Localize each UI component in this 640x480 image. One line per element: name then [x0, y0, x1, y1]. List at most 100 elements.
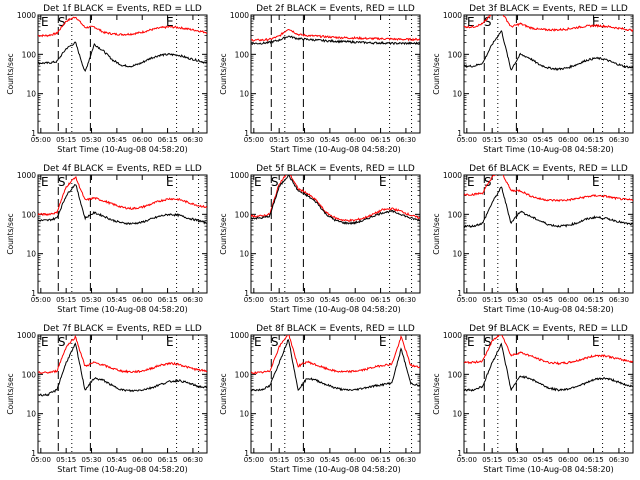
detector-panel: Det 9f BLACK = Events, RED = LLD 1 10 100 10… [432, 324, 634, 474]
event-marker-label: E [379, 175, 387, 189]
x-tick-label: 05:45 [107, 456, 127, 464]
events-series-line [464, 342, 633, 392]
y-tick-label: 100 [22, 370, 37, 379]
lld-series-line [251, 175, 420, 222]
x-tick-label: 05:15 [56, 136, 76, 144]
y-tick-label: 10 [239, 250, 249, 259]
x-axis-label: Start Time (10-Aug-08 04:58:20) [57, 305, 188, 314]
lld-series-line [251, 335, 420, 375]
events-series-line [38, 342, 207, 397]
lld-series-line [38, 176, 207, 217]
x-axis-label: Start Time (10-Aug-08 04:58:20) [483, 145, 614, 154]
x-tick-label: 06:30 [609, 136, 629, 144]
detector-panel: Det 2f BLACK = Events, RED = LLD 1 10 100 10… [219, 4, 421, 154]
y-tick-label: 100 [448, 50, 463, 59]
panel-title: Det 2f BLACK = Events, RED = LLD [256, 4, 415, 14]
x-tick-label: 06:00 [345, 456, 365, 464]
x-axis-label: Start Time (10-Aug-08 04:58:20) [270, 465, 401, 474]
x-tick-label: 05:30 [294, 136, 314, 144]
x-tick-label: 06:00 [345, 136, 365, 144]
panel-title: Det 1f BLACK = Events, RED = LLD [43, 4, 202, 14]
x-tick-label: 06:30 [183, 456, 203, 464]
x-tick-label: 06:30 [396, 456, 416, 464]
panel-title: Det 7f BLACK = Events, RED = LLD [43, 324, 202, 334]
lld-series-line [464, 335, 633, 366]
y-tick-label: 10 [26, 90, 36, 99]
x-tick-label: 06:00 [132, 456, 152, 464]
y-axis-label: Counts/sec [6, 213, 15, 254]
detector-panel: Det 7f BLACK = Events, RED = LLD 1 10 100 10… [6, 324, 208, 474]
detector-panel: Det 1f BLACK = Events, RED = LLD 1 10 100 10… [6, 4, 208, 154]
panel-title: Det 5f BLACK = Events, RED = LLD [256, 164, 415, 174]
events-series-line [251, 175, 420, 225]
y-tick-label: 1000 [230, 11, 249, 20]
y-axis-label: Counts/sec [6, 53, 15, 94]
x-tick-label: 05:30 [81, 296, 101, 304]
detector-panel: Det 3f BLACK = Events, RED = LLD 1 10 100 10… [432, 4, 634, 154]
x-tick-label: 06:30 [183, 136, 203, 144]
x-tick-label: 06:00 [345, 296, 365, 304]
lld-series-line [38, 16, 207, 38]
panel-title: Det 3f BLACK = Events, RED = LLD [469, 4, 628, 14]
y-tick-label: 1 [457, 129, 462, 138]
y-tick-label: 10 [239, 90, 249, 99]
x-tick-label: 05:00 [457, 136, 477, 144]
panel-title: Det 9f BLACK = Events, RED = LLD [469, 324, 628, 334]
x-tick-label: 05:00 [31, 456, 51, 464]
event-marker-label: E [41, 175, 49, 189]
x-tick-label: 05:45 [320, 456, 340, 464]
event-marker-label: E [592, 175, 600, 189]
lld-series-line [38, 335, 207, 375]
x-axis-label: Start Time (10-Aug-08 04:58:20) [57, 465, 188, 474]
x-tick-label: 05:30 [294, 296, 314, 304]
x-axis-label: Start Time (10-Aug-08 04:58:20) [270, 305, 401, 314]
plot-frame [463, 174, 634, 294]
y-tick-label: 1 [244, 449, 249, 458]
plot-frame [250, 174, 421, 294]
y-tick-label: 100 [22, 210, 37, 219]
x-tick-label: 05:30 [507, 136, 527, 144]
y-tick-label: 1 [31, 449, 36, 458]
x-tick-label: 05:15 [269, 456, 289, 464]
x-axis-label: Start Time (10-Aug-08 04:58:20) [483, 305, 614, 314]
event-marker-label: S [484, 15, 492, 29]
x-tick-label: 06:30 [183, 296, 203, 304]
event-marker-label: E [467, 335, 475, 349]
event-marker-label: E [254, 335, 262, 349]
y-axis-label: Counts/sec [6, 373, 15, 414]
y-tick-label: 1 [244, 289, 249, 298]
x-tick-label: 05:00 [31, 136, 51, 144]
x-tick-label: 05:30 [507, 456, 527, 464]
x-axis-label: Start Time (10-Aug-08 04:58:20) [270, 145, 401, 154]
detector-panel: Det 4f BLACK = Events, RED = LLD 1 10 100 10… [6, 164, 208, 314]
y-tick-label: 100 [448, 210, 463, 219]
y-tick-label: 100 [235, 50, 250, 59]
x-tick-label: 05:45 [533, 296, 553, 304]
x-tick-label: 06:15 [370, 136, 390, 144]
x-tick-label: 05:30 [81, 456, 101, 464]
event-marker-label: S [58, 175, 66, 189]
y-axis-label: Counts/sec [219, 373, 228, 414]
x-tick-label: 06:00 [132, 296, 152, 304]
x-tick-label: 05:45 [320, 136, 340, 144]
lld-series-line [464, 175, 633, 203]
y-tick-label: 1 [31, 129, 36, 138]
x-tick-label: 06:30 [396, 136, 416, 144]
y-tick-label: 100 [235, 370, 250, 379]
x-tick-label: 05:45 [533, 136, 553, 144]
x-tick-label: 05:30 [294, 456, 314, 464]
y-axis-label: Counts/sec [432, 373, 441, 414]
x-tick-label: 06:15 [583, 456, 603, 464]
events-series-line [38, 41, 207, 72]
y-axis-label: Counts/sec [432, 53, 441, 94]
y-tick-label: 1 [31, 289, 36, 298]
x-tick-label: 05:30 [507, 296, 527, 304]
x-tick-label: 05:15 [56, 456, 76, 464]
x-tick-label: 06:00 [558, 456, 578, 464]
plot-frame [250, 334, 421, 454]
event-marker-label: S [484, 335, 492, 349]
x-tick-label: 05:15 [482, 136, 502, 144]
event-marker-label: E [254, 175, 262, 189]
event-marker-label: S [58, 15, 66, 29]
